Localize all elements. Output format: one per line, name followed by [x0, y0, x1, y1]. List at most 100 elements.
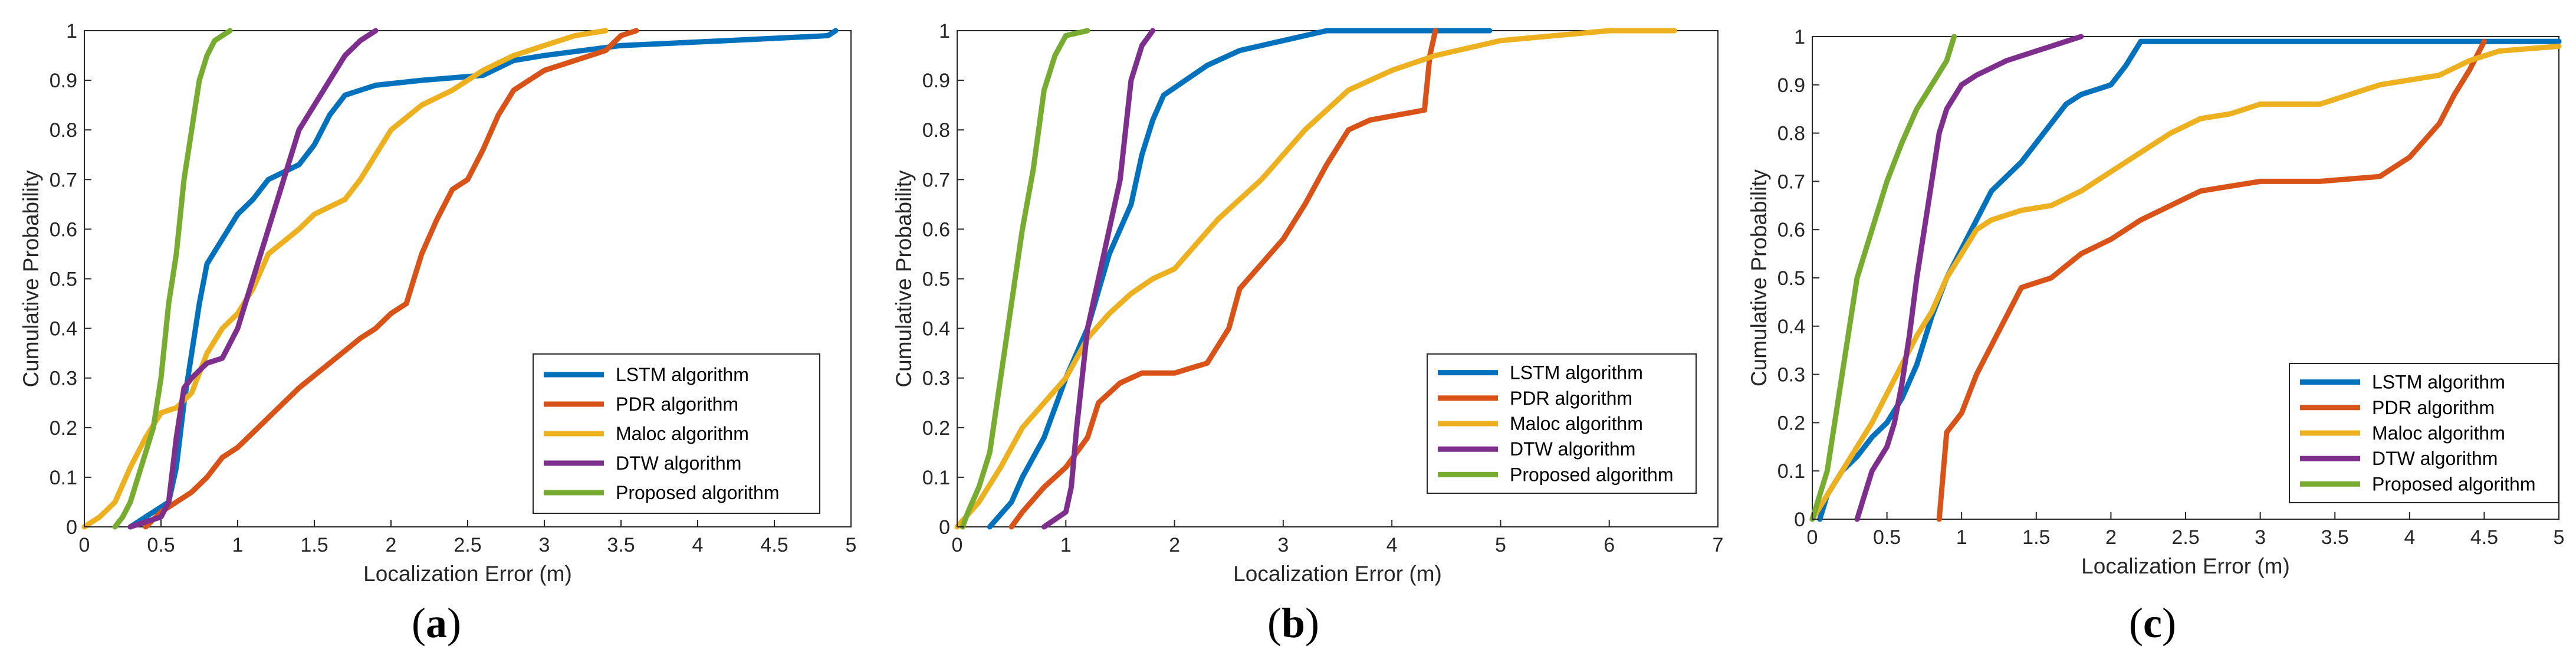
caption-letter: c	[2143, 599, 2162, 647]
x-tick-label: 0	[79, 534, 90, 556]
legend-label-proposed: Proposed algorithm	[2372, 473, 2535, 494]
y-tick-label: 0.9	[1777, 74, 1805, 97]
y-tick-label: 0.1	[1777, 460, 1805, 483]
x-tick-label: 1	[232, 534, 244, 556]
x-tick-label: 2.5	[2171, 526, 2199, 549]
series-line-dtw	[1854, 34, 2084, 522]
x-tick-label: 5	[2554, 526, 2565, 549]
y-tick-label: 0.9	[50, 70, 77, 92]
y-tick-label: 0.3	[50, 368, 77, 390]
legend-label-proposed: Proposed algorithm	[616, 482, 779, 503]
y-tick-label: 0.7	[922, 169, 950, 191]
x-tick-label: 0	[1807, 526, 1818, 549]
legend-label-lstm: LSTM algorithm	[1510, 362, 1643, 383]
y-tick-label: 0.6	[50, 218, 77, 241]
series-line-dtw	[1041, 28, 1156, 530]
y-tick-label: 0.3	[1777, 364, 1805, 386]
x-tick-label: 4	[692, 534, 704, 556]
x-tick-label: 4	[2404, 526, 2415, 549]
series-line-lstm	[1817, 38, 2562, 522]
caption-open-paren: (	[2129, 599, 2143, 647]
legend: LSTM algorithm PDR algorithm Maloc algorit…	[2289, 363, 2559, 503]
legend-label-pdr: PDR algorithm	[1510, 388, 1632, 409]
x-axis-label: Localization Error (m)	[363, 562, 572, 586]
y-tick-label: 0.8	[1777, 123, 1805, 145]
legend-label-dtw: DTW algorithm	[2372, 448, 2498, 469]
legend-label-lstm: LSTM algorithm	[616, 364, 749, 385]
y-tick-label: 1	[66, 20, 77, 42]
caption-letter: a	[426, 599, 447, 647]
x-tick-label: 0.5	[1873, 526, 1901, 549]
series-line-lstm	[987, 28, 1493, 530]
x-tick-label: 7	[1713, 534, 1724, 556]
series-line-lstm	[127, 28, 839, 530]
legend-label-pdr: PDR algorithm	[616, 394, 738, 415]
legend-label-proposed: Proposed algorithm	[1510, 464, 1673, 485]
legend-label-dtw: DTW algorithm	[1510, 438, 1635, 460]
y-tick-label: 0	[939, 516, 950, 539]
legend: LSTM algorithm PDR algorithm Maloc algorit…	[533, 353, 820, 514]
x-tick-label: 0	[952, 534, 963, 556]
y-tick-label: 0.2	[50, 417, 77, 440]
legend-label-dtw: DTW algorithm	[616, 453, 741, 474]
figure-caption: (c)	[2129, 599, 2176, 647]
y-tick-label: 0.5	[922, 268, 950, 291]
y-tick-label: 0.5	[50, 268, 77, 291]
x-tick-label: 1.5	[2022, 526, 2050, 549]
y-axis-label: Cumulative Probability	[1747, 169, 1771, 386]
legend-label-maloc: Maloc algorithm	[2372, 422, 2505, 444]
y-tick-label: 0.6	[1777, 219, 1805, 241]
x-tick-label: 3.5	[607, 534, 635, 556]
series-line-maloc	[954, 28, 1677, 530]
series-line-maloc	[81, 28, 609, 530]
x-tick-label: 3.5	[2321, 526, 2349, 549]
x-tick-label: 6	[1604, 534, 1615, 556]
x-tick-label: 5	[1495, 534, 1506, 556]
y-tick-label: 0.4	[922, 318, 950, 340]
legend-label-lstm: LSTM algorithm	[2372, 372, 2505, 393]
y-tick-label: 0.1	[922, 467, 950, 489]
y-axis-label: Cumulative Probability	[19, 170, 43, 388]
legend-label-maloc: Maloc algorithm	[616, 423, 749, 444]
y-tick-label: 1	[1794, 26, 1805, 48]
y-tick-label: 0.8	[50, 119, 77, 142]
y-tick-label: 0.9	[922, 70, 950, 92]
figure-caption: (a)	[412, 599, 461, 647]
x-tick-label: 2	[2105, 526, 2117, 549]
caption-close-paren: )	[2162, 599, 2176, 647]
series-line-pdr	[143, 28, 639, 530]
x-tick-label: 1	[1060, 534, 1072, 556]
legend-label-maloc: Maloc algorithm	[1510, 413, 1643, 434]
y-tick-label: 0.7	[1777, 171, 1805, 193]
x-tick-label: 0.5	[147, 534, 175, 556]
x-tick-label: 3	[539, 534, 550, 556]
x-tick-label: 2.5	[454, 534, 481, 556]
y-tick-label: 0.2	[922, 417, 950, 440]
x-tick-label: 3	[2255, 526, 2266, 549]
chart-2: 0 1 2 3 4 5 6 7 0 0.1 0.2 0.3 0.4 0.5 0.6 0.7 0.8 0.9 1 Loc…	[892, 20, 1723, 647]
x-tick-label: 2	[1169, 534, 1180, 556]
y-tick-label: 0	[1794, 509, 1805, 531]
y-tick-label: 0.7	[50, 169, 77, 191]
x-axis-label: Localization Error (m)	[2081, 554, 2290, 578]
caption-open-paren: (	[412, 599, 426, 647]
legend: LSTM algorithm PDR algorithm Maloc algorit…	[1427, 353, 1697, 494]
series-line-dtw	[127, 28, 379, 530]
legend-label-pdr: PDR algorithm	[2372, 397, 2495, 418]
x-tick-label: 3	[1277, 534, 1289, 556]
series-line-pdr	[1936, 38, 2487, 522]
x-tick-label: 5	[846, 534, 857, 556]
y-tick-label: 0.4	[1777, 316, 1805, 338]
y-tick-label: 0.3	[922, 368, 950, 390]
x-tick-label: 1	[1956, 526, 1967, 549]
series-line-proposed	[1809, 34, 1957, 522]
chart-1: 0 0.5 1 1.5 2 2.5 3 3.5 4 4.5 5 0 0.1 0.2 0.3 0.4 0.5 0.6…	[19, 20, 856, 647]
caption-close-paren: )	[1305, 599, 1319, 647]
y-axis-label: Cumulative Probability	[892, 170, 916, 388]
chart-3: 0 0.5 1 1.5 2 2.5 3 3.5 4 4.5 5 0 0.1 0.2 0.3 0.4 0.5 0.6…	[1747, 26, 2564, 647]
caption-close-paren: )	[447, 599, 461, 647]
y-tick-label: 0	[66, 516, 77, 539]
x-tick-label: 2	[386, 534, 397, 556]
y-tick-label: 0.2	[1777, 412, 1805, 434]
